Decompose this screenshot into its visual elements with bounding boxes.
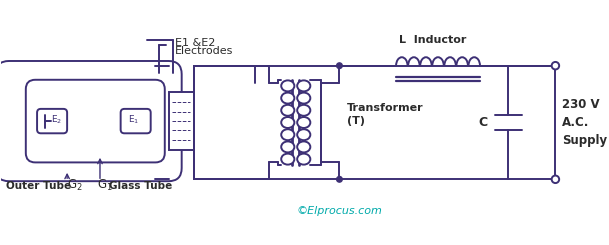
Text: $\mathsf{E_1}$: $\mathsf{E_1}$ <box>128 114 139 126</box>
Text: Electrodes: Electrodes <box>175 46 233 56</box>
Ellipse shape <box>281 93 294 104</box>
Ellipse shape <box>297 141 311 152</box>
Text: 230 V
A.C.
Supply: 230 V A.C. Supply <box>562 98 607 147</box>
Circle shape <box>552 176 559 183</box>
Ellipse shape <box>281 105 294 116</box>
Text: C: C <box>479 116 488 129</box>
Ellipse shape <box>281 141 294 152</box>
FancyBboxPatch shape <box>26 80 165 162</box>
FancyBboxPatch shape <box>0 61 181 181</box>
Ellipse shape <box>297 105 311 116</box>
Ellipse shape <box>281 154 294 165</box>
Ellipse shape <box>297 154 311 165</box>
Bar <box>169 92 194 150</box>
FancyBboxPatch shape <box>37 109 67 133</box>
Ellipse shape <box>281 117 294 128</box>
Text: Glass Tube: Glass Tube <box>110 181 172 191</box>
Text: $\mathsf{E_2}$: $\mathsf{E_2}$ <box>51 114 62 126</box>
Ellipse shape <box>297 93 311 104</box>
Text: $\mathsf{G_1}$: $\mathsf{G_1}$ <box>97 178 113 194</box>
FancyBboxPatch shape <box>121 109 150 133</box>
Ellipse shape <box>281 129 294 140</box>
Ellipse shape <box>297 80 311 91</box>
Text: $\mathsf{G_2}$: $\mathsf{G_2}$ <box>67 178 83 194</box>
Text: L  Inductor: L Inductor <box>399 35 466 45</box>
Text: (T): (T) <box>347 116 365 126</box>
Ellipse shape <box>297 117 311 128</box>
Circle shape <box>337 176 342 182</box>
Ellipse shape <box>297 129 311 140</box>
Text: E1 &E2: E1 &E2 <box>175 38 216 48</box>
Ellipse shape <box>281 80 294 91</box>
Circle shape <box>552 62 559 69</box>
Text: Transformer: Transformer <box>347 103 424 113</box>
Text: Outer Tube: Outer Tube <box>6 181 71 191</box>
Circle shape <box>337 63 342 69</box>
Text: ©Elprocus.com: ©Elprocus.com <box>297 206 382 216</box>
